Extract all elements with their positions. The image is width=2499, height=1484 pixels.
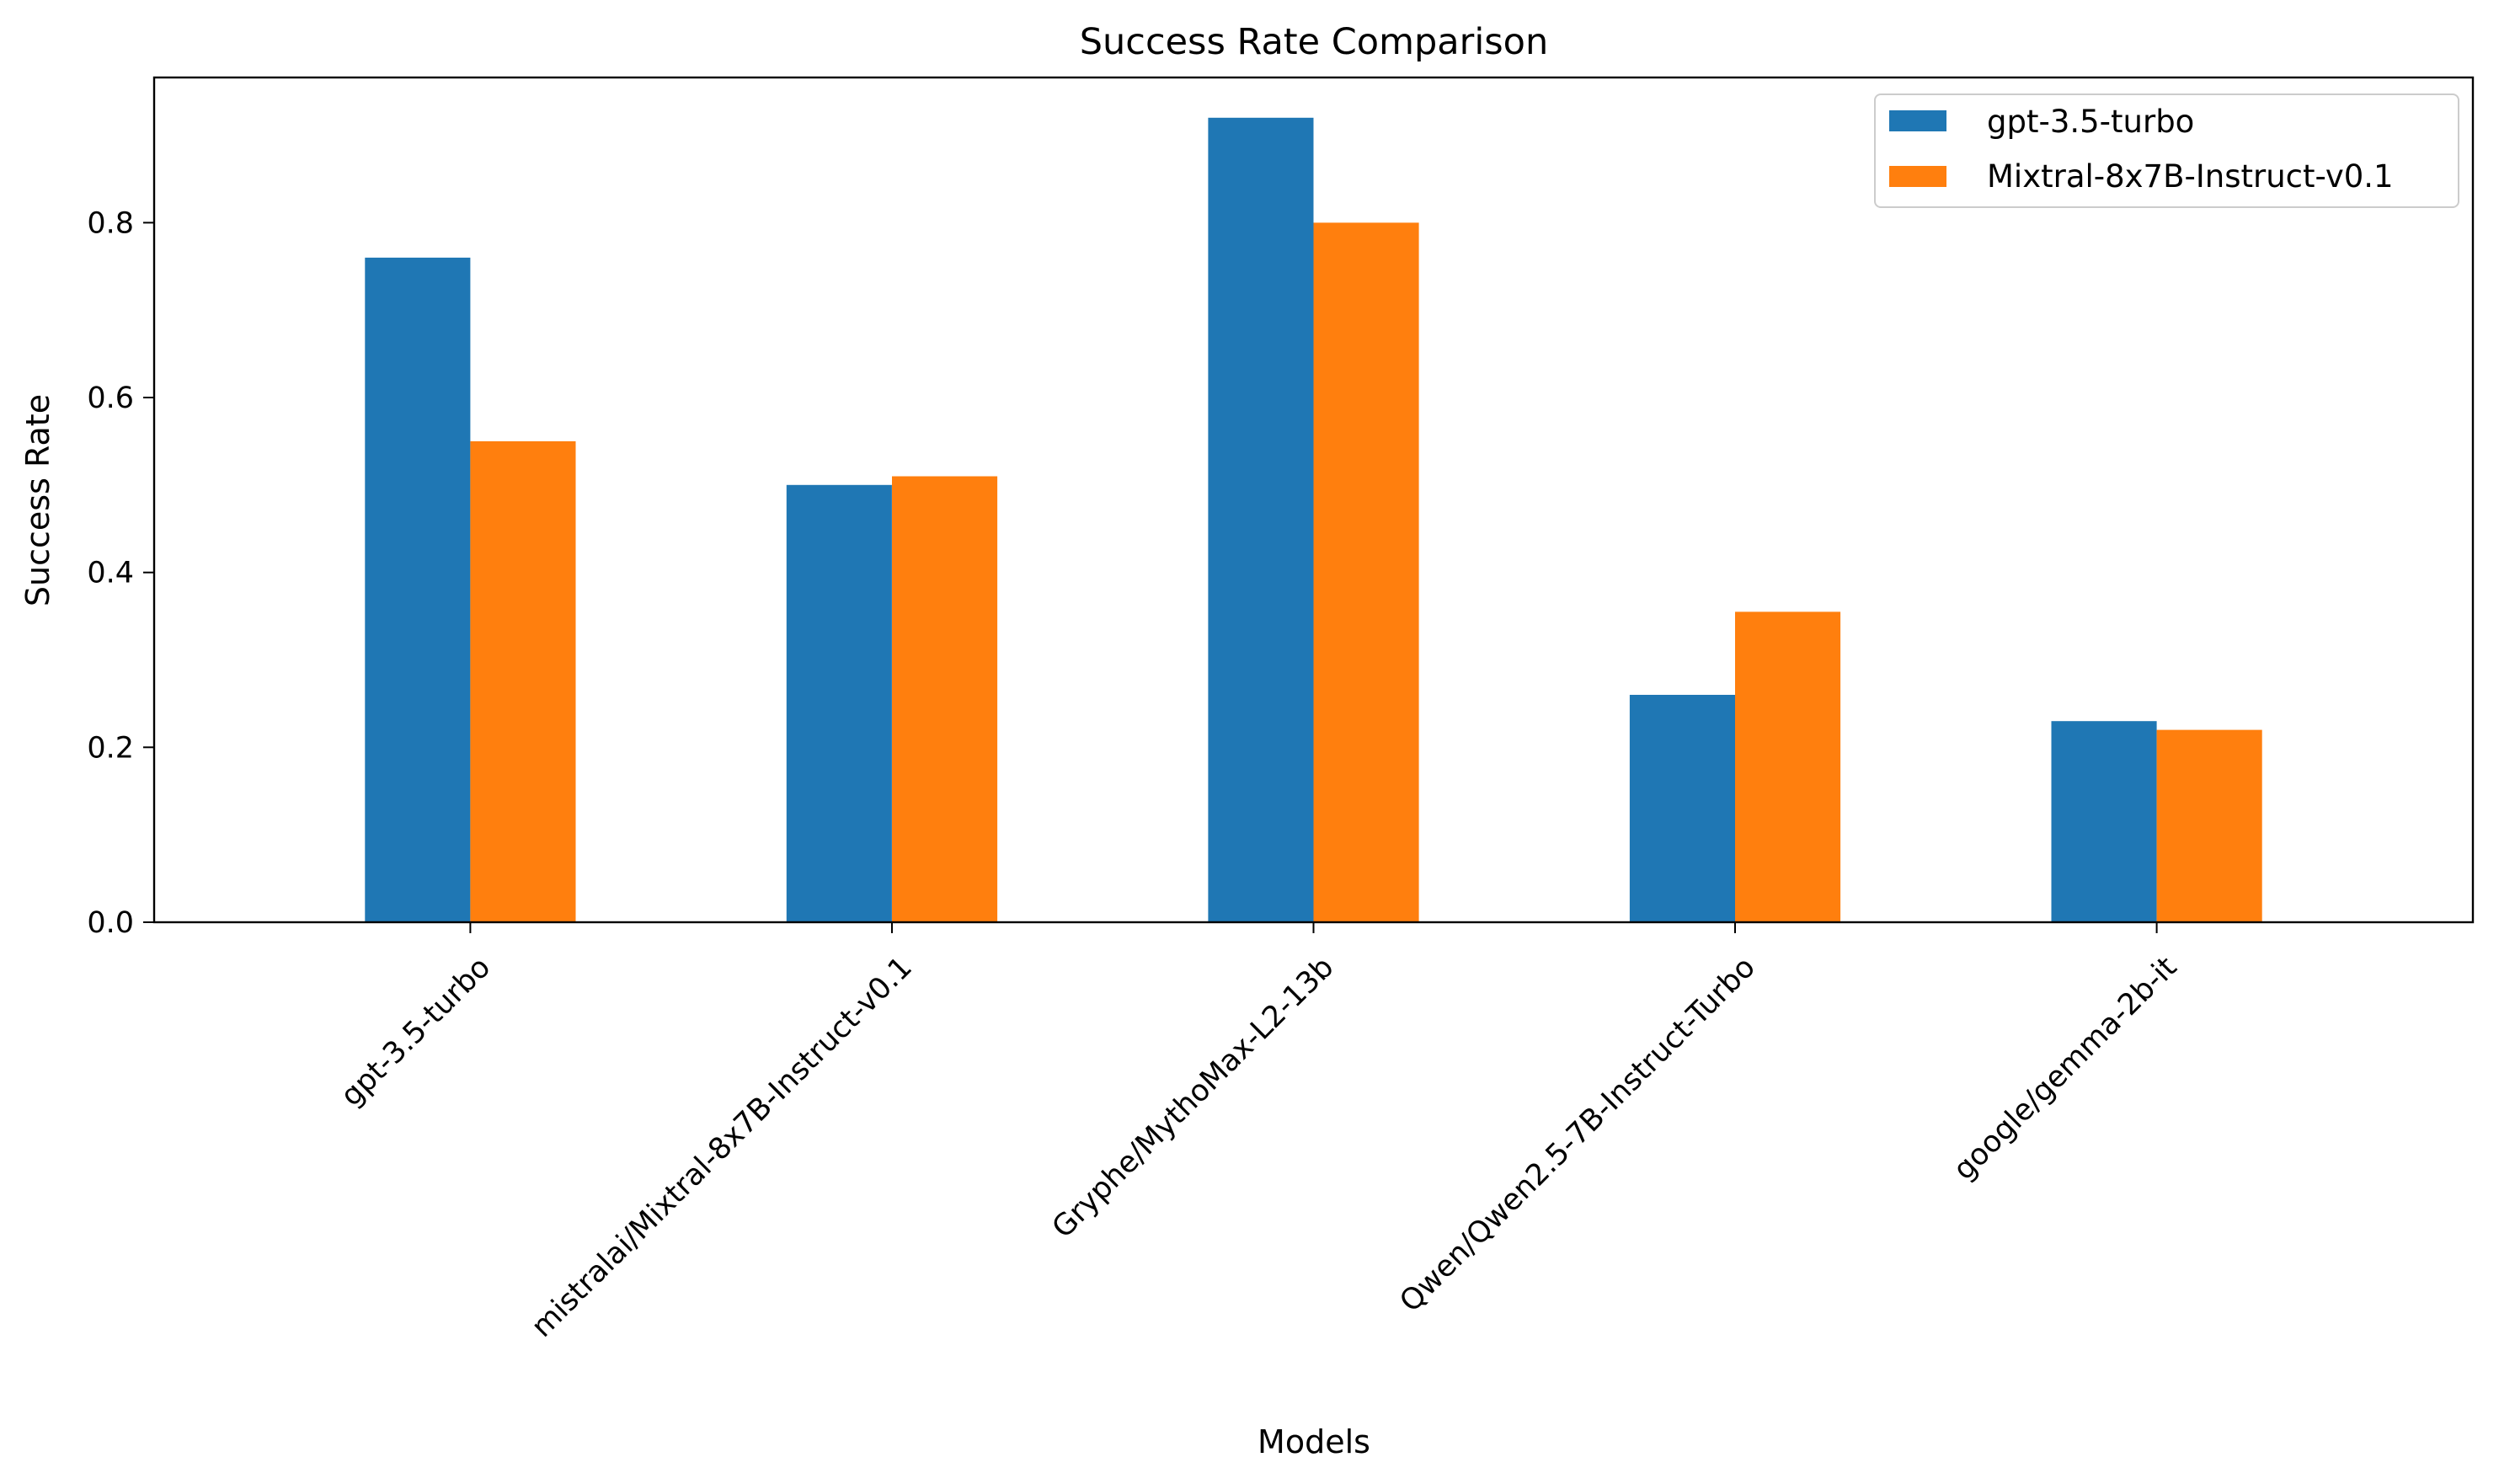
y-tick-label-0: 0.0 — [87, 906, 134, 940]
legend-label-mixtral: Mixtral-8x7B-Instruct-v0.1 — [1987, 158, 2394, 195]
legend-label-gpt-3-5-turbo: gpt-3.5-turbo — [1987, 104, 2194, 140]
bar-series-0-category-2 — [1208, 117, 1314, 923]
y-tick-label-4: 0.8 — [87, 206, 134, 240]
bar-series-0-category-3 — [1629, 695, 1735, 922]
bar-series-1-category-2 — [1313, 222, 1419, 922]
x-axis-label: Models — [1258, 1423, 1370, 1460]
bar-series-0-category-4 — [2051, 721, 2157, 922]
y-tick-label-2: 0.4 — [87, 557, 134, 590]
chart-title: Success Rate Comparison — [1080, 21, 1548, 63]
y-tick-label-1: 0.2 — [87, 731, 134, 765]
legend: gpt-3.5-turbo Mixtral-8x7B-Instruct-v0.1 — [1874, 93, 2459, 208]
bar-series-0-category-1 — [786, 484, 892, 922]
bars-layer — [365, 117, 2262, 923]
y-axis-label: Success Rate — [19, 394, 56, 606]
y-tick-label-3: 0.6 — [87, 382, 134, 415]
bar-series-1-category-1 — [892, 476, 998, 922]
legend-swatch-gpt-3-5-turbo — [1889, 110, 1946, 131]
bar-series-0-category-0 — [365, 257, 471, 922]
plot-area-frame — [152, 76, 2475, 924]
legend-swatch-mixtral — [1889, 166, 1946, 187]
bar-series-1-category-4 — [2156, 729, 2262, 922]
legend-box — [1874, 93, 2459, 208]
bar-series-1-category-3 — [1735, 611, 1841, 922]
bar-series-1-category-0 — [470, 440, 576, 922]
